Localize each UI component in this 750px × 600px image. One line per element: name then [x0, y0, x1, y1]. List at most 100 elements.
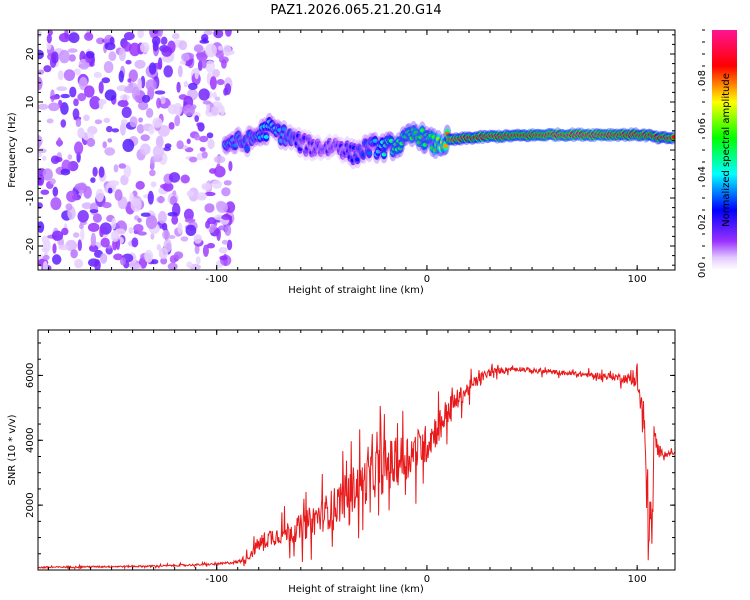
noise-blob [188, 82, 198, 90]
noise-blob [185, 224, 197, 236]
noise-blob [197, 60, 203, 71]
noise-blob [216, 79, 225, 86]
noise-blob [194, 115, 199, 123]
noise-blob [74, 141, 84, 155]
noise-blob [167, 104, 178, 115]
noise-blob [73, 232, 80, 238]
noise-blob [160, 183, 170, 189]
ridge-core [338, 143, 344, 148]
noise-blob [206, 242, 215, 249]
ridge-core [422, 142, 428, 147]
snr-x-axis: -100 0 100 [48, 330, 659, 585]
noise-blob [89, 209, 99, 214]
noise-blob [214, 96, 221, 101]
noise-blob [181, 53, 190, 62]
noise-blob [221, 59, 227, 69]
ridge-core [388, 138, 394, 143]
noise-blob [180, 236, 189, 242]
noise-blob [94, 119, 103, 125]
noise-blob [67, 48, 78, 53]
noise-blob [140, 212, 151, 217]
noise-blob [46, 118, 54, 124]
noise-blob [194, 244, 200, 255]
noise-blob [86, 137, 96, 147]
noise-blob [180, 174, 190, 184]
noise-blob [145, 79, 157, 92]
colorbar: 0.00.20.40.60.8 Normalized spectral ampl… [697, 29, 737, 278]
noise-blob [184, 218, 196, 223]
noise-blob [113, 253, 124, 261]
noise-blob [58, 244, 70, 251]
noise-blob [38, 76, 43, 91]
noise-blob [54, 156, 63, 163]
noise-blob [221, 239, 228, 245]
noise-blob [221, 214, 233, 220]
noise-blob [160, 36, 168, 45]
noise-blob [161, 46, 173, 57]
noise-blob [223, 180, 232, 186]
ridge-core [360, 153, 366, 157]
noise-blob [41, 247, 48, 253]
ridge-core [305, 146, 310, 151]
noise-blob [121, 119, 128, 125]
noise-blob [213, 30, 224, 39]
noise-blob [46, 41, 52, 51]
noise-blob [164, 143, 172, 149]
noise-blob [168, 172, 181, 183]
noise-blob [156, 196, 166, 204]
noise-blob [77, 93, 87, 102]
noise-blob [118, 163, 127, 169]
noise-blob [186, 190, 195, 197]
noise-blob [50, 197, 62, 211]
noise-blob [131, 237, 139, 248]
noise-blob [65, 203, 73, 211]
noise-blob [158, 247, 168, 260]
spectrogram-y-axis: -20 -10 0 10 20 [25, 34, 675, 266]
noise-blob [69, 86, 77, 98]
noise-blob [40, 189, 50, 195]
noise-blob [160, 96, 166, 105]
snr-x-label: Height of straight line (km) [288, 584, 424, 595]
ridge-core [355, 157, 361, 162]
noise-blob [73, 68, 81, 76]
noise-blob [102, 202, 112, 209]
noise-blob [226, 239, 233, 251]
noise-blob [38, 174, 45, 186]
snr-series [38, 363, 675, 570]
noise-blob [103, 61, 114, 74]
noise-blob [147, 190, 154, 205]
noise-blob [86, 51, 95, 59]
noise-blob [157, 30, 163, 38]
noise-blob [38, 135, 43, 147]
noise-blob [74, 183, 87, 191]
x-tick-label: 0 [424, 574, 430, 585]
noise-blob [209, 224, 217, 231]
noise-blob [201, 182, 212, 191]
noise-blob [38, 103, 49, 110]
noise-blob [134, 95, 142, 100]
noise-blob [90, 177, 96, 183]
noise-blob [61, 227, 69, 236]
ridge-core [399, 141, 405, 146]
noise-blob [169, 195, 178, 206]
ridge-core [366, 151, 372, 156]
noise-blob [152, 145, 164, 159]
noise-blob [168, 122, 175, 130]
noise-blob [150, 259, 159, 265]
noise-blob [137, 30, 144, 39]
noise-blob [110, 230, 120, 242]
noise-blob [134, 59, 146, 69]
noise-blob [100, 253, 108, 264]
noise-blob [102, 141, 107, 149]
ridge-core [419, 128, 425, 133]
noise-blob [57, 137, 62, 148]
y-tick-label: 6000 [25, 363, 36, 388]
noise-blob [98, 99, 104, 110]
noise-blob [225, 30, 232, 37]
noise-blob [163, 65, 173, 78]
noise-blob [104, 89, 117, 101]
noise-blob [67, 154, 73, 160]
noise-blob [92, 213, 102, 223]
noise-blob [125, 59, 132, 65]
